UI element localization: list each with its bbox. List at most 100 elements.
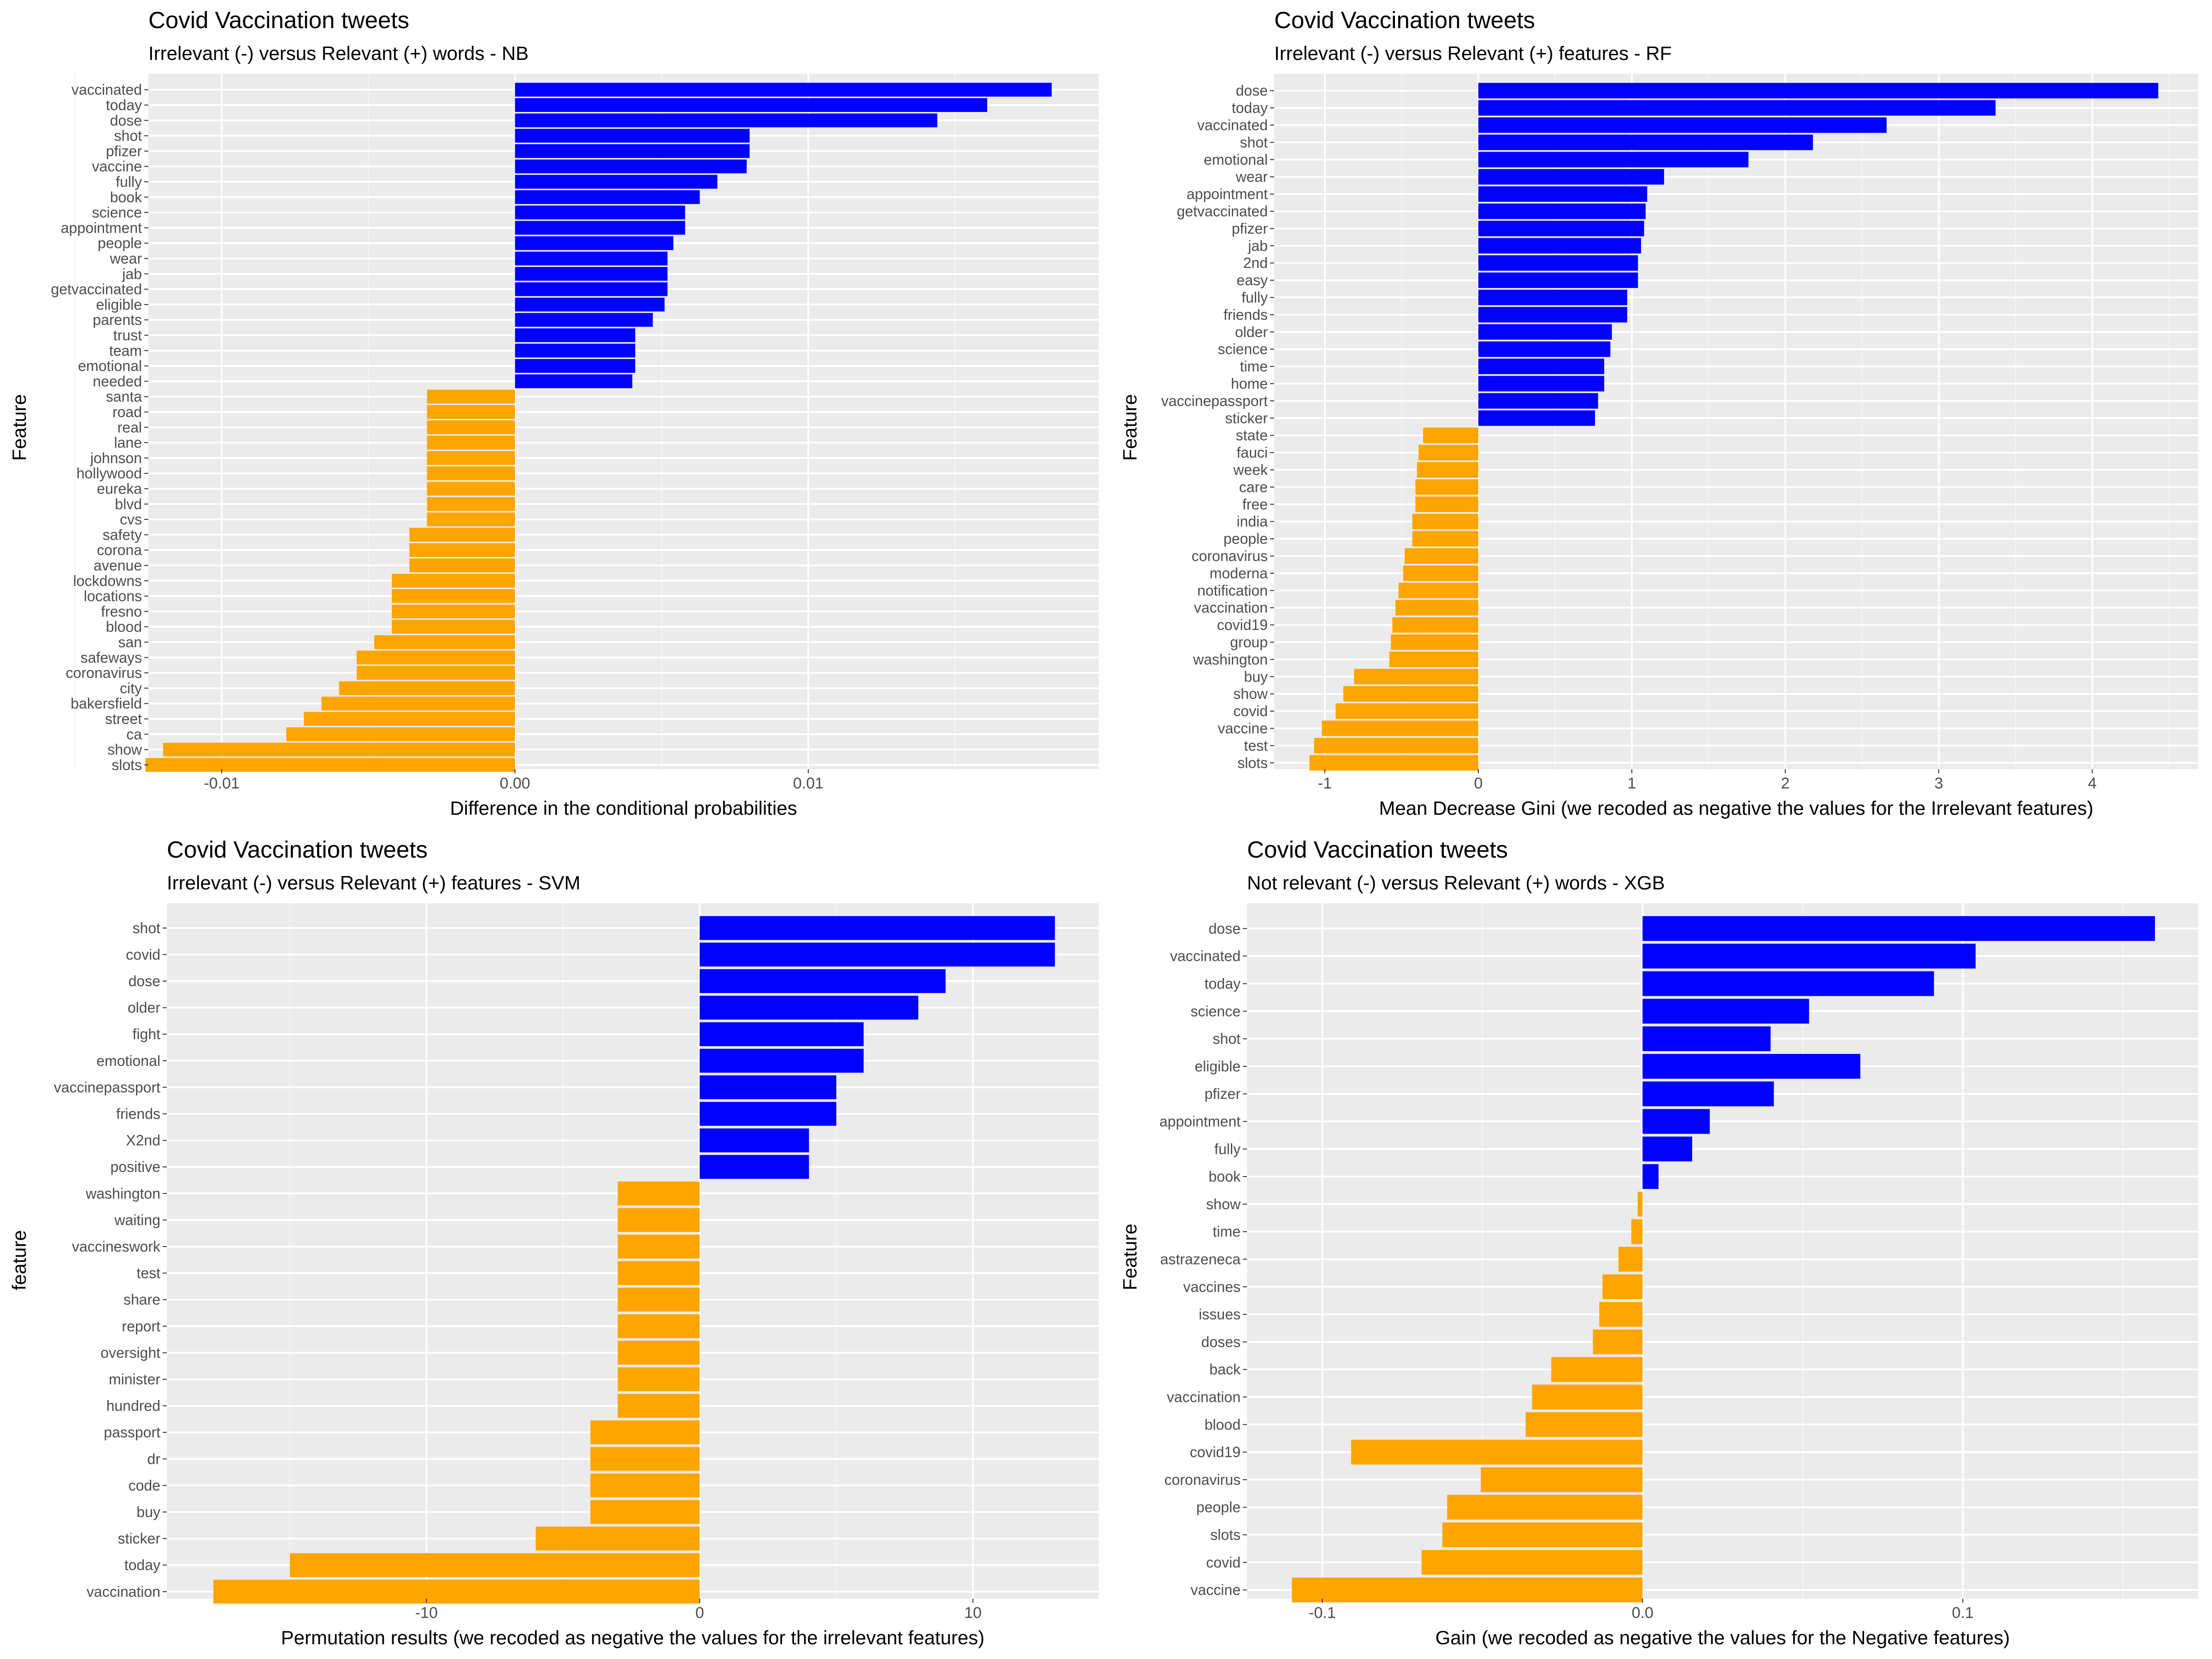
y-axis-label: feature bbox=[8, 1230, 30, 1290]
bar-fauci bbox=[1418, 445, 1478, 460]
bar-easy bbox=[1478, 272, 1638, 288]
bar-pfizer bbox=[1478, 221, 1644, 236]
bar-eligible bbox=[1642, 1053, 1860, 1079]
y-tick-label: covid bbox=[1233, 703, 1268, 719]
bar-free bbox=[1415, 496, 1478, 512]
y-tick-label: fresno bbox=[101, 603, 142, 620]
y-tick-label: back bbox=[1209, 1361, 1241, 1378]
bar-covid19 bbox=[1392, 617, 1478, 633]
bar-book bbox=[515, 190, 700, 204]
y-tick-label: dose bbox=[129, 973, 160, 989]
bar-emotional bbox=[1478, 152, 1749, 168]
y-tick-label: covid bbox=[126, 946, 160, 963]
bar-time bbox=[1478, 359, 1605, 374]
bar-city bbox=[339, 681, 515, 695]
y-tick-label: older bbox=[128, 1000, 161, 1016]
y-tick-label: emotional bbox=[96, 1053, 160, 1069]
y-tick-label: buy bbox=[136, 1504, 160, 1520]
y-tick-label: safety bbox=[103, 526, 142, 543]
bar-jab bbox=[515, 267, 668, 281]
bar-hollywood bbox=[427, 466, 515, 481]
y-tick-label: dose bbox=[110, 112, 142, 129]
x-tick-label: -10 bbox=[415, 1604, 438, 1622]
bar-fresno bbox=[392, 604, 515, 618]
bar-slots bbox=[1442, 1522, 1643, 1547]
y-tick-label: passport bbox=[104, 1424, 160, 1441]
bar-share bbox=[618, 1288, 700, 1312]
y-tick-label: today bbox=[106, 97, 142, 113]
x-tick-label: -1 bbox=[1318, 775, 1332, 792]
bar-notification bbox=[1398, 582, 1478, 599]
y-tick-label: care bbox=[1239, 479, 1268, 495]
bar-covid bbox=[700, 942, 1055, 967]
chart-title: Covid Vaccination tweets bbox=[148, 7, 410, 33]
rf-plot: dosetodayvaccinatedshotemotionalwearappo… bbox=[1161, 74, 2198, 792]
y-tick-label: slots bbox=[112, 757, 142, 773]
bar-blood bbox=[392, 620, 515, 634]
bar-vaccinated bbox=[1642, 943, 1976, 969]
y-tick-label: oversight bbox=[100, 1344, 160, 1361]
y-tick-label: fauci bbox=[1236, 444, 1268, 461]
bar-week bbox=[1417, 462, 1478, 478]
y-tick-label: hollywood bbox=[76, 465, 142, 482]
y-tick-label: blood bbox=[1205, 1416, 1241, 1433]
bar-lockdowns bbox=[392, 574, 515, 588]
bar-blood bbox=[1525, 1412, 1643, 1437]
bar-test bbox=[618, 1261, 700, 1285]
bar-waiting bbox=[618, 1208, 700, 1232]
y-tick-label: appointment bbox=[61, 219, 142, 236]
bar-appointment bbox=[1478, 186, 1647, 202]
bar-dose bbox=[515, 113, 937, 128]
bar-today bbox=[289, 1553, 700, 1577]
x-tick-label: -0.01 bbox=[204, 775, 240, 792]
bar-parents bbox=[515, 313, 653, 327]
bar-dose bbox=[700, 969, 946, 993]
bar-shot bbox=[515, 129, 750, 143]
svm-plot: shot covid dose older fight emotional vaccinep… bbox=[54, 903, 1099, 1622]
y-tick-label: getvaccinated bbox=[51, 281, 142, 298]
bar-friends bbox=[1478, 307, 1628, 323]
y-tick-label: lockdowns bbox=[73, 572, 142, 589]
y-axis-label: Feature bbox=[8, 394, 30, 461]
bar-washington bbox=[618, 1181, 700, 1206]
y-tick-label: science bbox=[1191, 1003, 1241, 1019]
y-tick-label: india bbox=[1236, 513, 1268, 530]
y-tick-label: test bbox=[1244, 737, 1268, 754]
bar-hundred bbox=[618, 1394, 700, 1418]
y-tick-label: group bbox=[1230, 634, 1268, 651]
bar-vaccines bbox=[1602, 1274, 1643, 1300]
bar-avenue bbox=[409, 558, 515, 572]
y-tick-label: show bbox=[1233, 686, 1268, 702]
y-tick-label: bakersfield bbox=[71, 695, 142, 712]
y-tick-label: dr bbox=[147, 1451, 161, 1467]
y-tick-label: buy bbox=[1244, 668, 1268, 685]
bar-shot bbox=[700, 916, 1055, 940]
x-axis-label: Mean Decrease Gini (we recoded as negati… bbox=[1379, 797, 2094, 819]
bar-back bbox=[1551, 1357, 1643, 1382]
y-tick-label: vaccinepassport bbox=[1161, 393, 1268, 409]
x-tick-label: 3 bbox=[1935, 775, 1943, 792]
y-tick-label: time bbox=[1213, 1224, 1241, 1240]
y-tick-label: lane bbox=[114, 435, 142, 451]
y-tick-label: older bbox=[1235, 324, 1268, 340]
y-tick-label: week bbox=[1233, 462, 1268, 478]
bar-fully bbox=[1478, 289, 1628, 306]
y-tick-label: vaccine bbox=[1218, 720, 1268, 737]
bar-trust bbox=[515, 328, 635, 342]
y-tick-label: book bbox=[110, 189, 142, 206]
bar-today bbox=[1642, 971, 1934, 996]
y-tick-label: science bbox=[1218, 341, 1268, 358]
y-tick-label: people bbox=[1224, 530, 1268, 547]
y-tick-label: vaccination bbox=[1167, 1389, 1241, 1406]
chart-subtitle: Irrelevant (-) versus Relevant (+) featu… bbox=[1274, 42, 1672, 64]
bar-doses bbox=[1593, 1329, 1643, 1354]
x-tick-label: 2 bbox=[1781, 775, 1790, 792]
y-tick-label: vaccinated bbox=[71, 82, 142, 98]
chart-title: Covid Vaccination tweets bbox=[167, 836, 428, 863]
y-tick-label: moderna bbox=[1210, 565, 1268, 582]
y-tick-label: show bbox=[1206, 1196, 1241, 1212]
bar-science bbox=[515, 206, 685, 220]
bar-sticker bbox=[535, 1526, 700, 1551]
bar-dose bbox=[1642, 916, 2155, 941]
y-tick-label: 2nd bbox=[1243, 255, 1268, 271]
